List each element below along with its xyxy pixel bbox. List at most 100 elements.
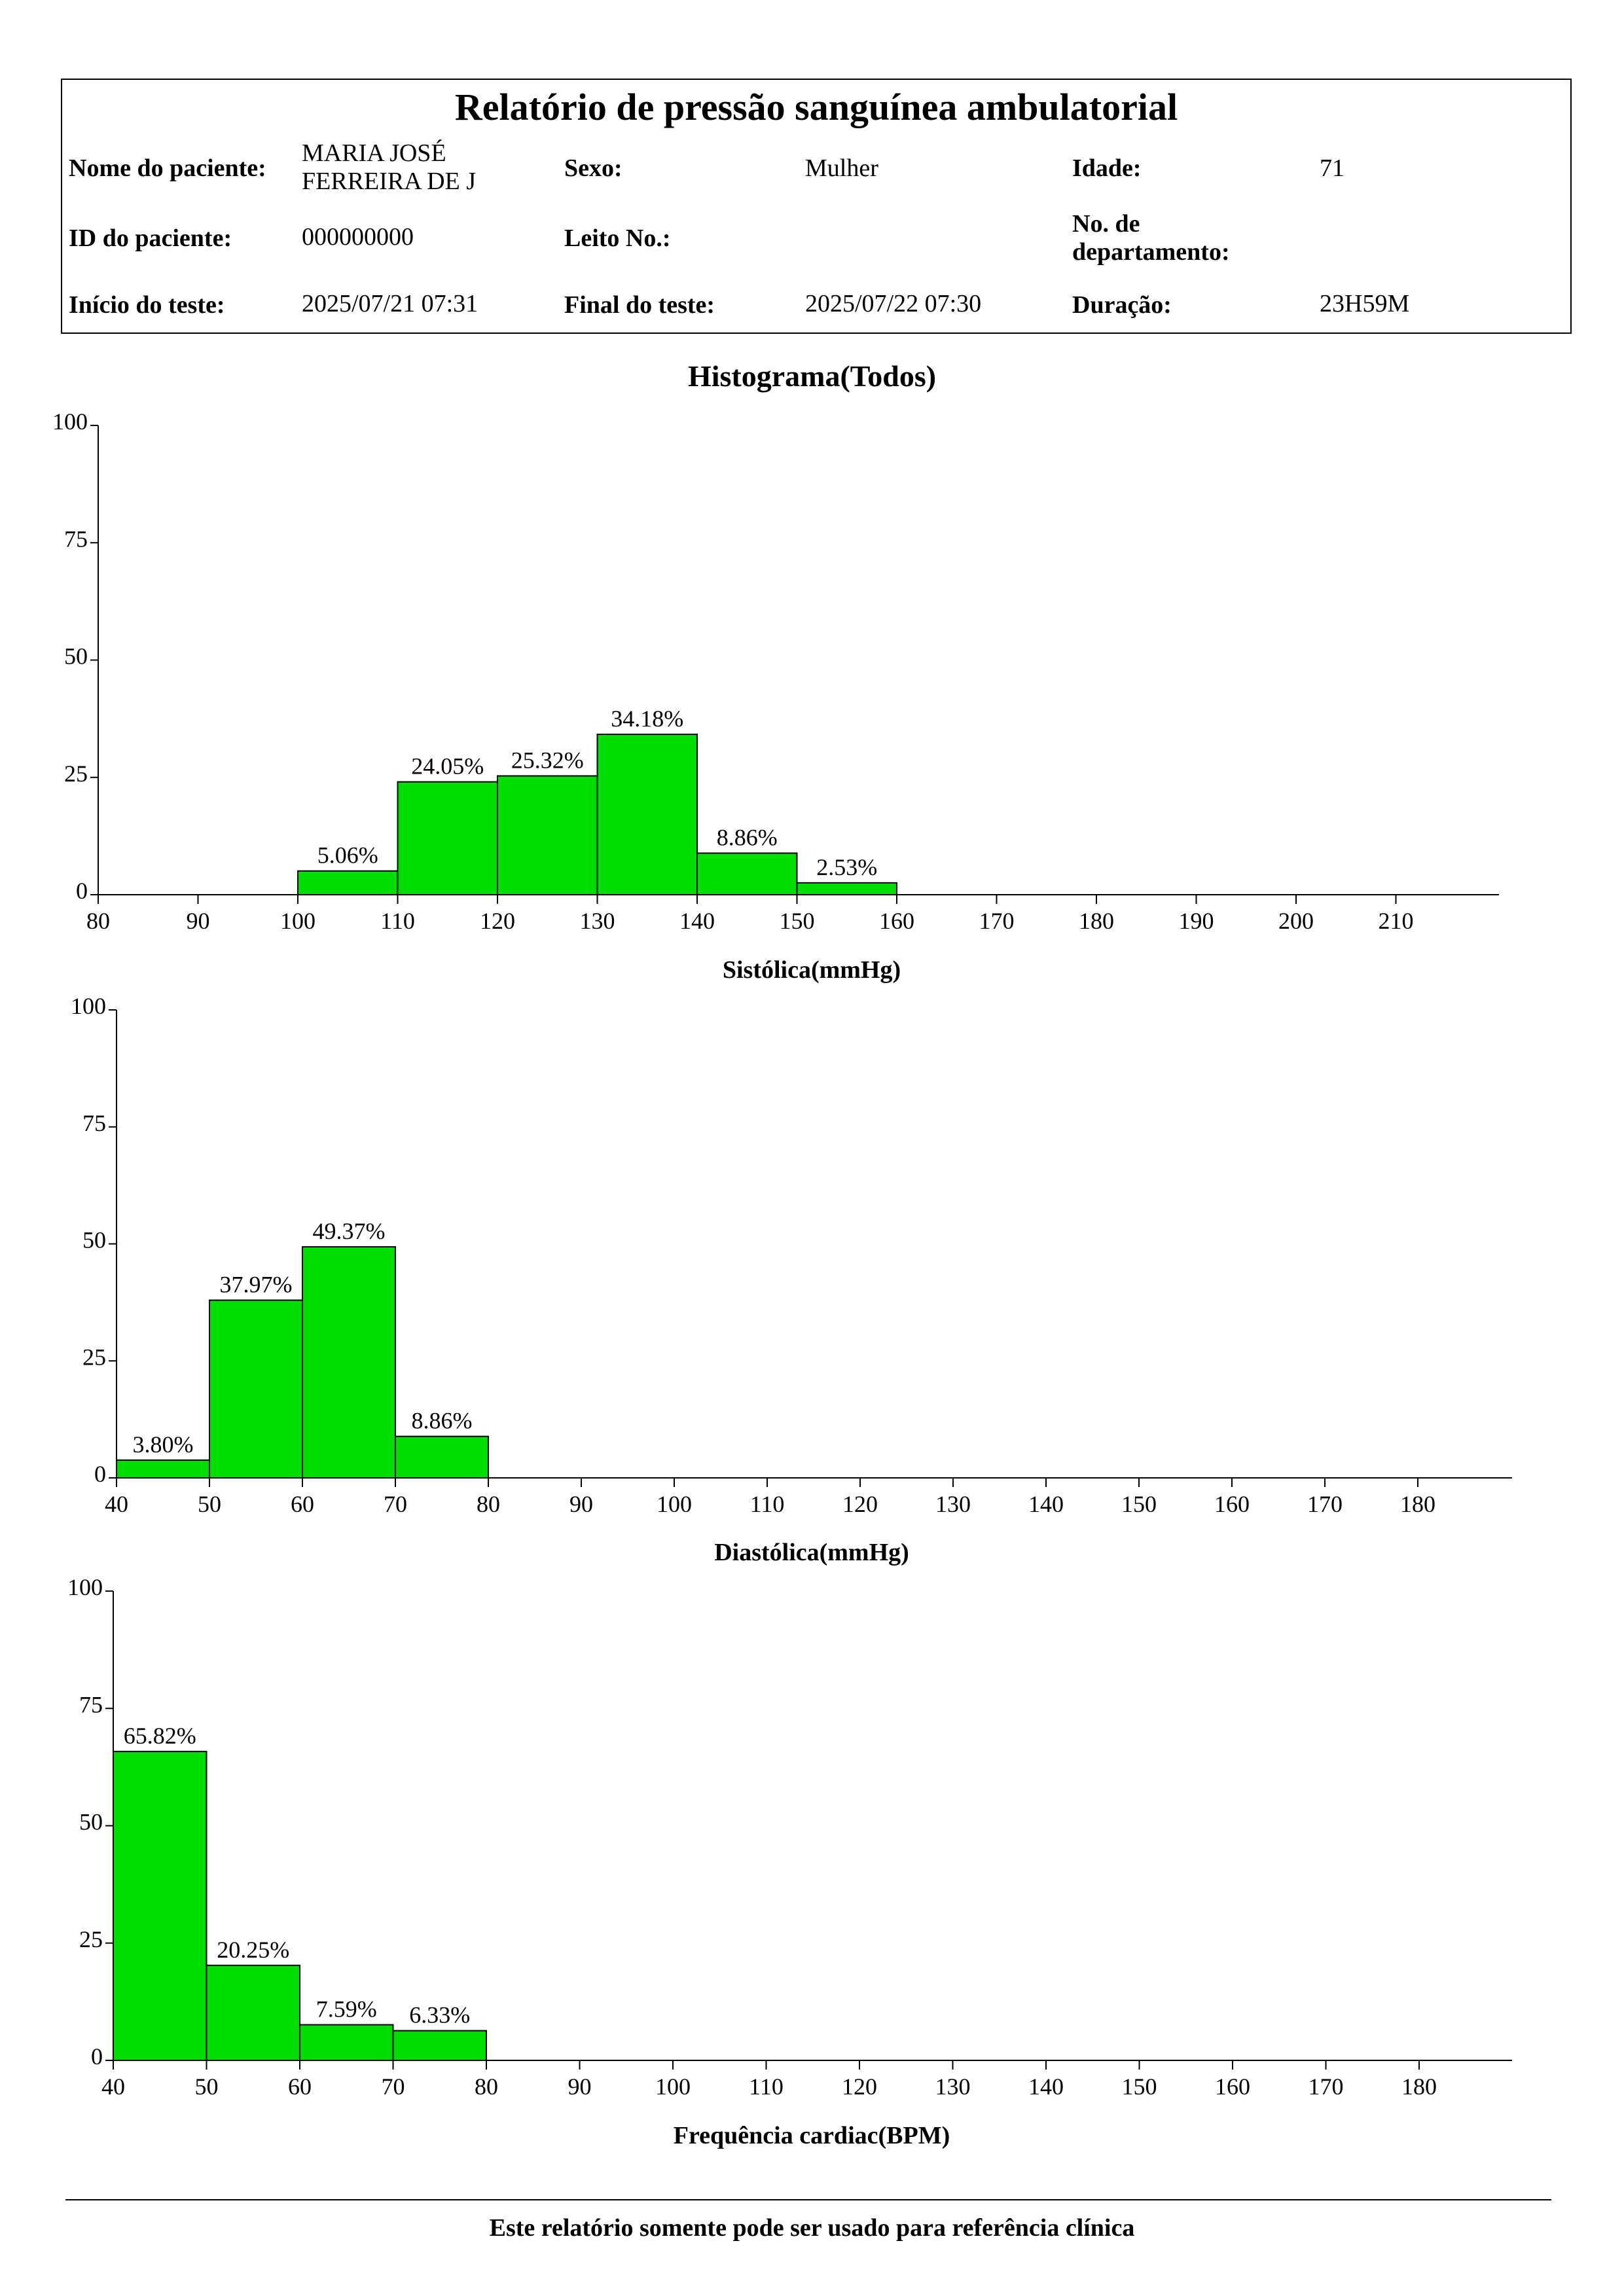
- department-label-line1: No. de: [1072, 210, 1140, 238]
- patient-id-label: ID do paciente:: [69, 224, 232, 252]
- x-tick-label: 130: [935, 1491, 971, 1517]
- diastolic-histogram: 3.80% 37.97% 49.37% 8.86% 0 25 50 75 100 40 50 60 70…: [71, 993, 1512, 1566]
- x-tick-label: 50: [195, 2073, 219, 2100]
- x-axis-title: Sistólica(mmHg): [723, 956, 901, 984]
- histogram-bar: [392, 2030, 487, 2062]
- x-tick-label: 100: [280, 908, 316, 934]
- x-tick-label: 90: [569, 1491, 593, 1517]
- report-title: Relatório de pressão sanguínea ambulator…: [454, 86, 1178, 128]
- x-tick-label: 40: [101, 2073, 125, 2100]
- x-tick-label: 190: [1179, 908, 1214, 934]
- bar-value-label: 24.05%: [411, 753, 484, 780]
- x-tick-label: 170: [1307, 1491, 1343, 1517]
- x-axis-title: Frequência cardiac(BPM): [674, 2122, 950, 2149]
- bar-value-label: 2.53%: [816, 854, 877, 880]
- x-tick-label: 60: [288, 2073, 312, 2100]
- x-tick-label: 50: [198, 1491, 221, 1517]
- histogram-bar: [206, 1964, 300, 2062]
- bar-value-label: 25.32%: [511, 747, 584, 773]
- x-tick-label: 200: [1278, 908, 1314, 934]
- x-tick-label: 80: [475, 2073, 498, 2100]
- x-tick-label: 80: [86, 908, 110, 934]
- x-tick-label: 110: [750, 1491, 785, 1517]
- x-tick-label: 150: [1122, 2073, 1157, 2100]
- y-tick-label: 0: [91, 2043, 103, 2070]
- x-tick-label: 150: [1121, 1491, 1157, 1517]
- age-label: Idade:: [1072, 154, 1142, 182]
- x-tick-label: 90: [568, 2073, 592, 2100]
- x-tick-label: 70: [384, 1491, 407, 1517]
- histogram-bar: [299, 2024, 394, 2061]
- x-tick-label: 160: [1214, 1491, 1250, 1517]
- patient-name-line1: MARIA JOSÉ: [302, 139, 446, 167]
- x-tick-label: 160: [1215, 2073, 1250, 2100]
- x-tick-label: 130: [580, 908, 615, 934]
- x-tick-label: 210: [1379, 908, 1414, 934]
- y-tick-label: 25: [82, 1344, 106, 1370]
- x-tick-label: 170: [979, 908, 1015, 934]
- bar-value-label: 3.80%: [133, 1431, 194, 1458]
- histogram-bar: [397, 781, 498, 896]
- x-tick-label: 180: [1401, 2073, 1437, 2100]
- x-tick-label: 180: [1400, 1491, 1435, 1517]
- y-tick-label: 75: [79, 1691, 103, 1717]
- x-tick-label: 40: [105, 1491, 128, 1517]
- x-tick-label: 140: [679, 908, 715, 934]
- y-tick-label: 0: [94, 1461, 106, 1487]
- y-tick-label: 25: [79, 1926, 103, 1952]
- bar-value-label: 20.25%: [217, 1937, 289, 1963]
- y-tick-label: 75: [82, 1110, 106, 1136]
- x-tick-label: 120: [842, 2073, 877, 2100]
- x-axis-title: Diastólica(mmHg): [714, 1539, 909, 1566]
- patient-info-panel: Relatório de pressão sanguínea ambulator…: [61, 79, 1572, 334]
- y-tick-label: 25: [64, 761, 88, 787]
- bar-value-label: 7.59%: [316, 1996, 377, 2022]
- patient-id-value: 000000000: [302, 223, 414, 251]
- x-tick-label: 60: [291, 1491, 314, 1517]
- x-tick-label: 150: [780, 908, 815, 934]
- department-label-line2: departamento:: [1072, 238, 1230, 266]
- y-tick-label: 50: [64, 643, 88, 670]
- patient-name-line2: FERREIRA DE J: [302, 168, 477, 195]
- x-tick-label: 180: [1079, 908, 1114, 934]
- bed-label: Leito No.:: [564, 224, 671, 252]
- y-tick-label: 50: [79, 1809, 103, 1835]
- bar-value-label: 65.82%: [124, 1723, 196, 1749]
- x-tick-label: 120: [480, 908, 515, 934]
- x-tick-label: 100: [655, 2073, 691, 2100]
- x-tick-label: 90: [187, 908, 210, 934]
- x-tick-label: 110: [380, 908, 415, 934]
- x-tick-label: 170: [1308, 2073, 1344, 2100]
- histogram-bar: [395, 1435, 489, 1479]
- bar-value-label: 49.37%: [313, 1218, 386, 1244]
- test-end-label: Final do teste:: [564, 291, 715, 319]
- sex-label: Sexo:: [564, 154, 623, 182]
- y-tick-label: 100: [71, 993, 106, 1019]
- bar-value-label: 8.86%: [412, 1408, 473, 1434]
- x-tick-label: 120: [842, 1491, 878, 1517]
- y-tick-label: 50: [82, 1227, 106, 1253]
- x-tick-label: 110: [749, 2073, 784, 2100]
- test-start-label: Início do teste:: [69, 291, 225, 319]
- x-tick-label: 140: [1028, 1491, 1064, 1517]
- histogram-bar: [302, 1246, 396, 1479]
- systolic-histogram: 5.06% 24.05% 25.32% 34.18% 8.86% 2.53% 0 25 50 75…: [52, 408, 1499, 984]
- y-tick-label: 100: [52, 408, 88, 435]
- test-start-value: 2025/07/21 07:31: [302, 290, 478, 317]
- histogram-title: Histograma(Todos): [687, 359, 937, 393]
- patient-name-label: Nome do paciente:: [69, 154, 266, 182]
- test-end-value: 2025/07/22 07:30: [805, 290, 982, 317]
- age-value: 71: [1320, 154, 1344, 182]
- histogram-bar: [116, 1459, 210, 1479]
- footer-note: Este relatório somente pode ser usado pa…: [489, 2214, 1135, 2242]
- duration-label: Duração:: [1072, 291, 1172, 319]
- y-tick-label: 100: [67, 1574, 103, 1600]
- bar-value-label: 37.97%: [220, 1272, 293, 1298]
- bar-value-label: 5.06%: [317, 842, 378, 869]
- duration-value: 23H59M: [1320, 290, 1410, 317]
- x-tick-label: 160: [879, 908, 914, 934]
- histogram-bar: [113, 1751, 208, 2061]
- bar-value-label: 8.86%: [717, 824, 778, 850]
- x-tick-label: 80: [477, 1491, 500, 1517]
- heart-rate-histogram: 65.82% 20.25% 7.59% 6.33% 0 25 50 75 100 40 50 60 70…: [67, 1574, 1512, 2149]
